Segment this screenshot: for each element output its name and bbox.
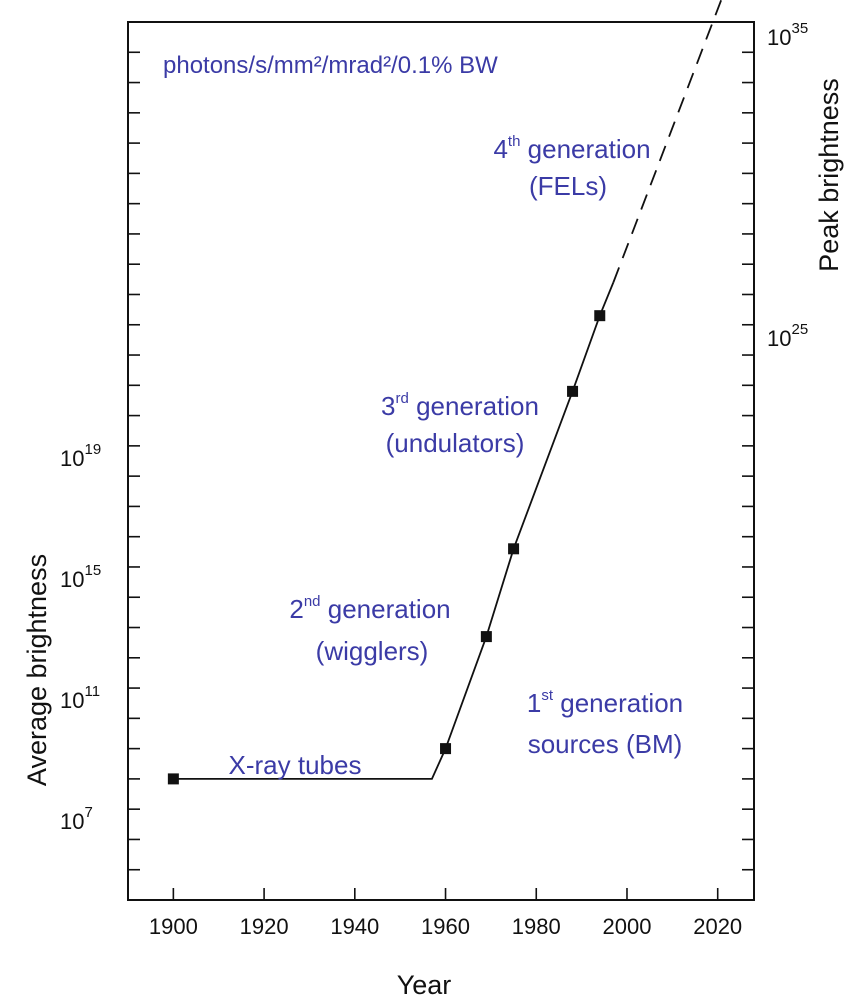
gen1-label-line2: sources (BM): [528, 729, 683, 759]
series-line-0: [173, 282, 615, 780]
axis-ticks: [128, 51, 754, 900]
x-tick-label: 1960: [421, 914, 470, 939]
y2-tick-labels: 1025 1035: [767, 20, 808, 351]
data-point-marker: [594, 310, 606, 322]
y-tick-label: 107: [60, 804, 93, 834]
data-point-marker: [480, 631, 492, 643]
series-group: [167, 0, 723, 785]
x-tick-label: 2000: [603, 914, 652, 939]
gen2-label-line2: (wigglers): [316, 636, 429, 666]
data-point-marker: [508, 543, 520, 555]
y-axis-title: Average brightness: [22, 554, 52, 786]
y-tick-labels: 107 1011 1015 1019: [60, 441, 101, 834]
gen3-label-line1: 3rd generation: [381, 390, 539, 421]
gen2-label-line1: 2nd generation: [289, 593, 450, 624]
annotations: photons/s/mm²/mrad²/0.1% BW 4th generati…: [163, 52, 683, 780]
plot-frame: [127, 21, 755, 901]
data-point-marker: [167, 773, 179, 785]
gen4-label-line1: 4th generation: [493, 133, 650, 164]
y-tick-label: 1015: [60, 562, 101, 592]
x-tick-label: 1920: [240, 914, 289, 939]
data-point-marker: [440, 743, 452, 755]
y-tick-label: 1019: [60, 441, 101, 471]
y2-tick-label: 1035: [767, 20, 808, 50]
y-tick-label: 1011: [60, 683, 100, 713]
xray-tubes-label: X-ray tubes: [229, 750, 362, 780]
data-point-marker: [567, 385, 579, 397]
x-tick-label: 1980: [512, 914, 561, 939]
x-tick-labels: 1900 1920 1940 1960 1980 2000 2020: [149, 914, 742, 939]
gen1-label-line1: 1st generation: [527, 687, 683, 718]
x-tick-label: 1900: [149, 914, 198, 939]
gen4-label-line2: (FELs): [529, 171, 607, 201]
units-annotation: photons/s/mm²/mrad²/0.1% BW: [163, 52, 498, 79]
y2-tick-label: 1025: [767, 321, 808, 351]
y2-axis-title: Peak brightness: [814, 78, 844, 272]
x-tick-label: 1940: [330, 914, 379, 939]
x-tick-label: 2020: [693, 914, 742, 939]
series-line-1: [612, 0, 723, 283]
x-axis-title: Year: [397, 970, 452, 1000]
gen3-label-line2: (undulators): [386, 428, 525, 458]
